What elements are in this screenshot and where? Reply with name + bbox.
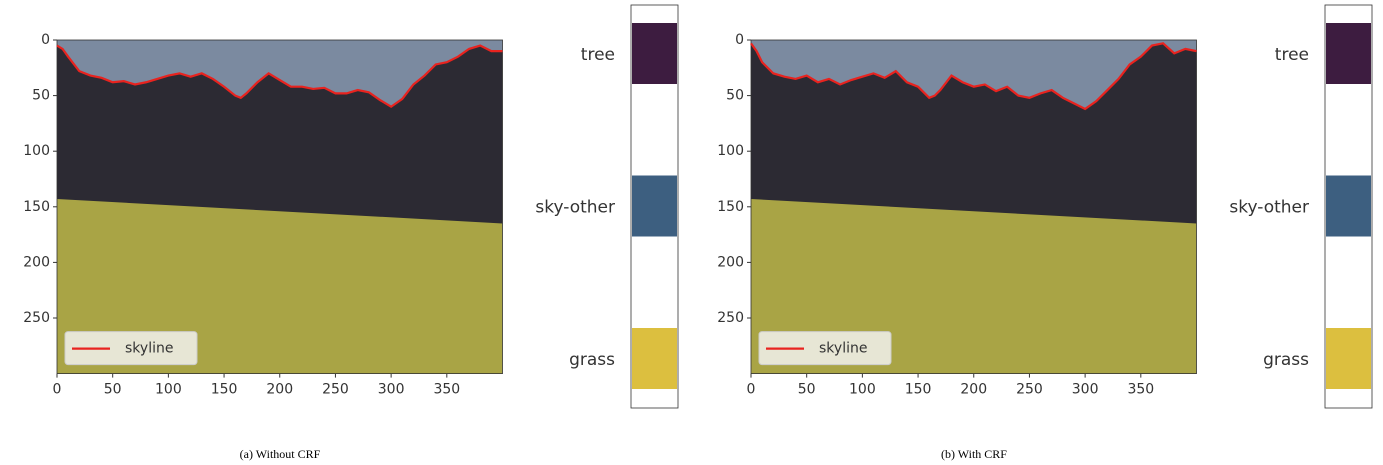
x-tick-label: 50 — [798, 382, 816, 398]
legend-label: skyline — [125, 341, 173, 357]
panel: 0 50 100 150 200 250 300 350 0 50 100 150 200 250 skyl… — [23, 32, 502, 398]
colorbar-swatch — [632, 23, 677, 84]
y-tick-label: 250 — [717, 310, 744, 326]
page: 0 50 100 150 200 250 300 350 0 50 100 150 200 250 skyl… — [0, 0, 1383, 465]
x-tick-label: 100 — [155, 382, 182, 398]
x-tick-label: 350 — [433, 382, 460, 398]
x-tick-label: 350 — [1127, 382, 1154, 398]
y-tick-label: 250 — [23, 310, 50, 326]
colorbar-swatch — [632, 328, 677, 389]
x-tick-label: 200 — [266, 382, 293, 398]
colorbar-swatch — [1326, 328, 1371, 389]
y-tick-label: 100 — [23, 143, 50, 159]
y-tick-label: 100 — [717, 143, 744, 159]
colorbar-label: tree — [581, 45, 615, 65]
x-tick-label: 150 — [211, 382, 238, 398]
x-tick-label: 300 — [1072, 382, 1099, 398]
colorbar-swatch — [1326, 176, 1371, 237]
colorbar-label: grass — [569, 350, 615, 370]
colorbar-swatch — [1326, 23, 1371, 84]
x-tick-label: 250 — [322, 382, 349, 398]
y-tick-label: 150 — [23, 199, 50, 215]
y-tick-label: 50 — [32, 88, 50, 104]
x-tick-label: 250 — [1016, 382, 1043, 398]
colorbar: tree sky-other grass — [535, 5, 678, 408]
colorbar: tree sky-other grass — [1229, 5, 1372, 408]
y-tick-label: 0 — [735, 32, 744, 48]
colorbar-label: tree — [1275, 45, 1309, 65]
x-tick-label: 50 — [104, 382, 122, 398]
colorbar-swatch — [632, 176, 677, 237]
legend-label: skyline — [819, 341, 867, 357]
x-tick-label: 0 — [747, 382, 756, 398]
colorbar-label: sky-other — [535, 198, 615, 218]
colorbar-label: sky-other — [1229, 198, 1309, 218]
y-tick-label: 0 — [41, 32, 50, 48]
x-tick-label: 100 — [849, 382, 876, 398]
panel: 0 50 100 150 200 250 300 350 0 50 100 150 200 250 skyl… — [717, 32, 1196, 398]
x-tick-label: 300 — [378, 382, 405, 398]
x-tick-label: 200 — [960, 382, 987, 398]
y-tick-label: 50 — [726, 88, 744, 104]
x-tick-label: 0 — [53, 382, 62, 398]
caption: (b) With CRF — [941, 447, 1007, 461]
y-tick-label: 200 — [23, 254, 50, 270]
figure: 0 50 100 150 200 250 300 350 0 50 100 150 200 250 skyl… — [0, 0, 1383, 465]
x-tick-label: 150 — [905, 382, 932, 398]
y-tick-label: 150 — [717, 199, 744, 215]
colorbar-label: grass — [1263, 350, 1309, 370]
y-tick-label: 200 — [717, 254, 744, 270]
caption: (a) Without CRF — [240, 447, 321, 461]
